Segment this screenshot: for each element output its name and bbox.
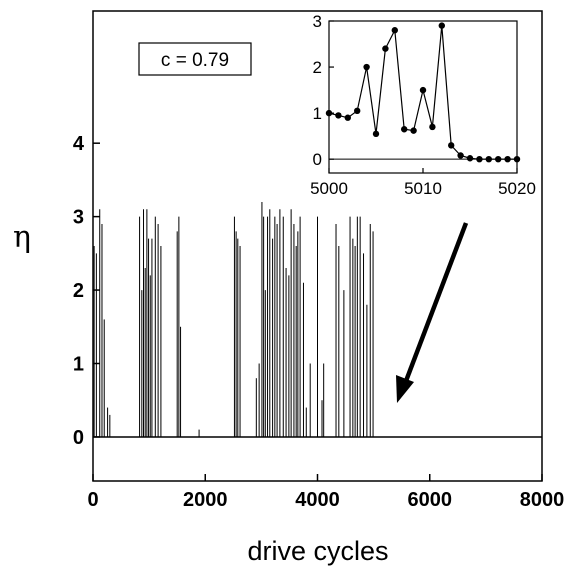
inset-plot-frame [328, 20, 518, 174]
annotation-label: c = 0.79 [161, 50, 229, 71]
x-tick-label: 8000 [520, 489, 565, 511]
x-tick-label: 2000 [183, 489, 228, 511]
inset-data-point [382, 45, 389, 52]
inset-data-point [485, 155, 492, 163]
inset-data-point [476, 155, 483, 163]
inset-data-point [448, 142, 455, 149]
y-axis-label: η [13, 220, 31, 255]
inset-data-point [344, 114, 351, 121]
inset-plot-marks [325, 22, 521, 163]
inset-data-point [504, 155, 511, 163]
pointer-arrow-head [396, 375, 414, 403]
inset-data-point [372, 130, 380, 138]
y-tick-label: 3 [73, 207, 84, 229]
y-tick-label: 4 [73, 133, 85, 155]
inset-data-point [354, 107, 361, 115]
inset-y-tick-label: 3 [313, 12, 322, 31]
inset-data-point [466, 155, 474, 162]
inset-data-point [457, 152, 464, 159]
inset-data-point [363, 63, 370, 71]
inset-axis-ticks: 5000 5010 5020 0 1 2 3 [310, 12, 536, 198]
main-axis-ticks: 0 2000 4000 6000 8000 0 1 2 3 4 [73, 133, 564, 511]
inset-data-point [513, 155, 521, 163]
inset-y-tick-label: 2 [313, 58, 322, 77]
x-tick-label: 4000 [295, 489, 340, 511]
x-tick-label: 6000 [408, 489, 453, 511]
inset-data-point [335, 112, 342, 119]
x-tick-label: 0 [87, 489, 98, 511]
inset-x-tick-label: 5020 [498, 179, 536, 198]
inset-data-point [410, 127, 417, 134]
x-axis-label: drive cycles [247, 536, 388, 566]
inset-data-point [401, 126, 408, 133]
y-tick-label: 2 [73, 280, 84, 302]
inset-data-point [429, 123, 436, 131]
inset-data-point [391, 27, 398, 34]
y-tick-label: 0 [73, 427, 84, 449]
inset-y-tick-label: 1 [313, 104, 322, 123]
main-plot-marks [93, 201, 374, 437]
inset-data-point [419, 86, 427, 94]
inset-y-tick-label: 0 [313, 150, 322, 169]
y-tick-label: 1 [73, 354, 84, 376]
inset-data-point [495, 155, 502, 163]
inset-x-tick-label: 5010 [404, 179, 442, 198]
inset-x-tick-label: 5000 [310, 179, 348, 198]
inset-data-point [438, 22, 445, 29]
annotation-box [138, 42, 252, 76]
pointer-arrow-shaft [403, 222, 469, 382]
